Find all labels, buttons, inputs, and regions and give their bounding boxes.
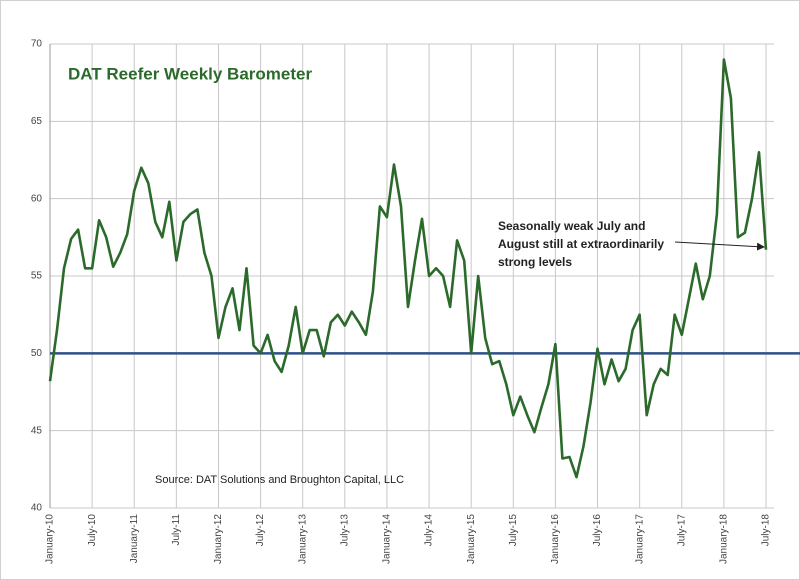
x-tick-label: July-18 — [761, 514, 772, 547]
x-tick-label: July-15 — [508, 514, 519, 547]
source: Source: DAT Solutions and Broughton Capi… — [155, 474, 404, 486]
x-tick-label: January-11 — [129, 514, 140, 564]
y-tick-label: 60 — [31, 193, 43, 204]
x-tick-label: July-11 — [171, 514, 182, 546]
y-tick-label: 40 — [31, 503, 43, 514]
series-line — [48, 58, 768, 479]
x-tick-label: January-12 — [213, 514, 224, 564]
x-tick-label: July-16 — [592, 514, 603, 547]
y-tick-label: 45 — [31, 425, 43, 436]
x-tick-label: July-17 — [676, 514, 687, 547]
x-tick-label: January-10 — [45, 514, 56, 564]
x-tick-label: July-14 — [424, 514, 435, 547]
annotation-arrow — [674, 241, 765, 251]
y-tick-label: 70 — [31, 39, 43, 50]
grid — [49, 43, 774, 509]
marks — [48, 58, 800, 479]
x-tick-label: January-17 — [634, 514, 645, 564]
x-tick-label: July-13 — [339, 514, 350, 547]
y-tick-label: 50 — [31, 348, 43, 359]
annotation: strong levels — [498, 255, 572, 269]
x-tick-label: July-12 — [255, 514, 266, 547]
annotation: Seasonally weak July and — [498, 219, 645, 233]
y-tick-label: 55 — [31, 271, 43, 282]
y-tick-label: 65 — [31, 116, 43, 127]
annotation: August still at extraordinarily — [498, 237, 664, 251]
x-tick-label: January-14 — [382, 514, 393, 564]
x-tick-label: January-16 — [550, 514, 561, 564]
x-tick-label: January-13 — [297, 514, 308, 564]
x-tick-label: July-10 — [87, 514, 98, 547]
chart-title: DAT Reefer Weekly Barometer — [68, 64, 312, 83]
x-tick-label: January-18 — [719, 514, 730, 564]
x-tick-label: January-15 — [466, 514, 477, 564]
